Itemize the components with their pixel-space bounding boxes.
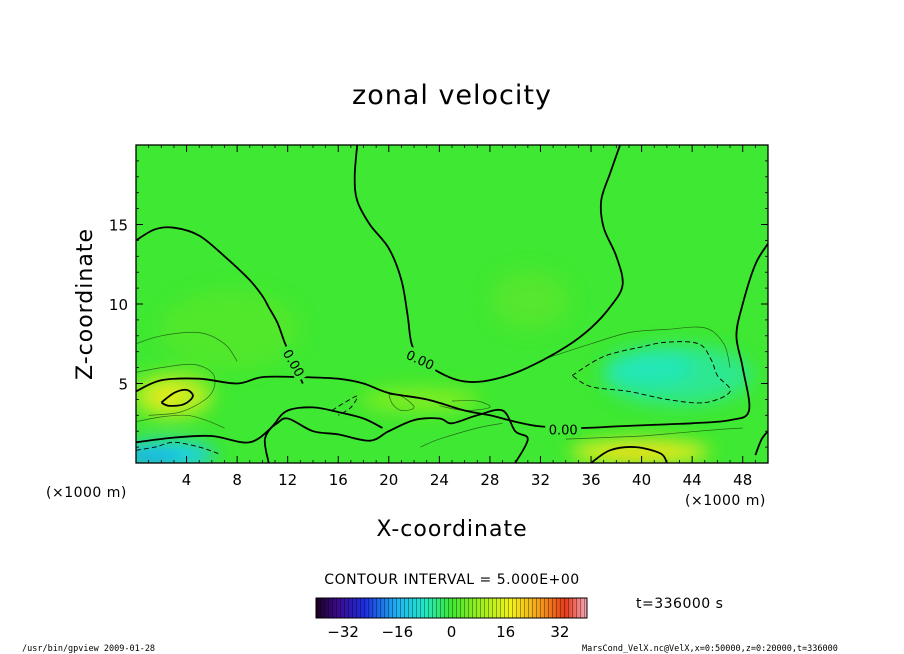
time-label: t=336000 s: [636, 596, 723, 612]
colorbar-frame: [315, 597, 588, 619]
x-tick-label-44: 44: [683, 471, 702, 489]
positive-region-center: [490, 270, 570, 330]
contour-label-bg-1: [401, 344, 441, 374]
fine-contour-1: [136, 414, 225, 429]
zero-contour-3: [136, 408, 529, 463]
fine-contour-4: [420, 422, 503, 448]
zero-contour-7: [754, 430, 768, 456]
x-tick-label-8: 8: [232, 471, 242, 489]
zero-contour-1: [353, 145, 624, 383]
colorbar-ticks: −32 −16 0 16 32: [327, 623, 569, 641]
x-tick-label-12: 12: [278, 471, 297, 489]
x-tick-label-4: 4: [182, 471, 192, 489]
footer-right: MarsCond_VelX.nc@VelX,x=0:50000,z=0:2000…: [582, 644, 838, 654]
fine-contour-3: [439, 400, 491, 411]
x-axis-label: X-coordinate: [376, 517, 527, 542]
colorbar-tick-label-0: 0: [447, 623, 457, 641]
x-tick-label-48: 48: [733, 471, 752, 489]
y-tick-label-15: 15: [109, 217, 128, 235]
x-tick-label-28: 28: [480, 471, 499, 489]
contour-label-bg-0: [278, 343, 310, 382]
x-tick-label-16: 16: [329, 471, 348, 489]
plot-area: 0.00 0.000.00: [136, 145, 768, 463]
zero-contour-4: [263, 406, 383, 463]
colorbar-tick-label-16: 16: [496, 623, 515, 641]
fine-contour-6: [546, 326, 731, 368]
negative-region-core: [605, 352, 695, 384]
x-tick-label-40: 40: [632, 471, 651, 489]
y-tick-label-5: 5: [118, 376, 128, 394]
contour-lines: [136, 145, 768, 463]
colorbar-tick-label--16: −16: [381, 623, 413, 641]
x-tick-label-20: 20: [379, 471, 398, 489]
x-unit-label-right: (×1000 m): [685, 493, 766, 509]
chart-title: zonal velocity: [352, 80, 552, 111]
negative-region-southwest-core: [136, 452, 180, 463]
colorbar-tick-label--32: −32: [327, 623, 359, 641]
negative-contour-2: [331, 395, 358, 416]
colorbar-stripes: [316, 598, 587, 618]
x-tick-label-32: 32: [531, 471, 550, 489]
y-axis-label: Z-coordinate: [73, 228, 98, 380]
x-tick-label-36: 36: [581, 471, 600, 489]
x-axis: 4 8 12 16 20 24 28 32 36 40 44 48: [148, 145, 756, 489]
x-tick-label-24: 24: [430, 471, 449, 489]
zero-contour-5: [160, 388, 194, 407]
contour-interval: CONTOUR INTERVAL = 5.000E+00: [324, 572, 579, 588]
negative-contour-0: [136, 441, 219, 454]
zero-contour-6: [590, 446, 668, 463]
y-tick-label-10: 10: [109, 296, 128, 314]
colorbar: −32 −16 0 16 32: [315, 597, 588, 641]
colorbar-tick-label-32: 32: [550, 623, 569, 641]
y-axis: 5 10 15: [109, 160, 768, 448]
contour-label-2: 0.00: [549, 424, 578, 439]
x-unit-label-left: (×1000 m): [46, 485, 127, 501]
fine-contour-0: [136, 363, 216, 416]
positive-region-northwest: [160, 290, 300, 370]
zero-contour-2: [136, 243, 768, 429]
positive-region-mid: [360, 388, 480, 412]
fine-contour-7: [136, 331, 238, 362]
fine-contour-5: [565, 427, 743, 440]
footer-left: /usr/bin/gpview 2009-01-28: [22, 644, 155, 654]
contour-label-bg-2: [545, 421, 582, 437]
negative-contour-1: [571, 341, 731, 404]
